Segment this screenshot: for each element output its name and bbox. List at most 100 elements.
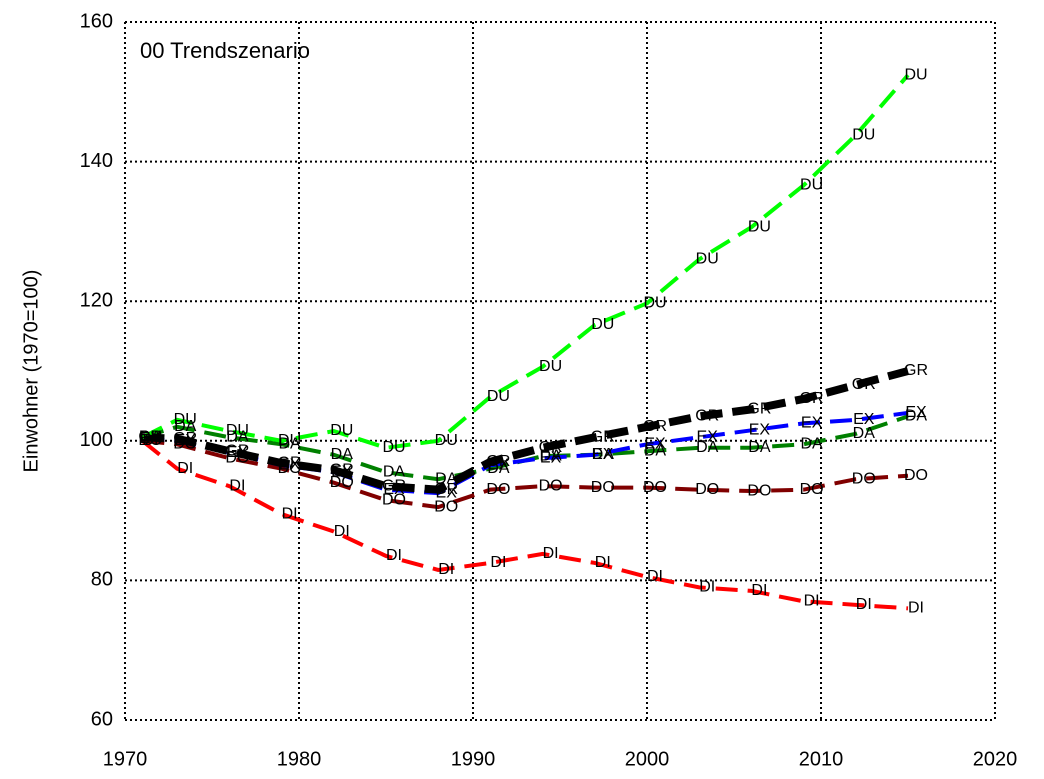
point-label: GR [904, 362, 928, 379]
point-label: DI [751, 582, 767, 599]
point-label: GR [173, 430, 197, 447]
point-label: EX [905, 404, 927, 421]
series-line [141, 439, 909, 611]
x-tick-label: 2000 [625, 748, 670, 770]
point-label: DU [278, 432, 301, 449]
point-label: DA [644, 442, 667, 459]
point-label: GR [852, 376, 876, 393]
series-line [142, 367, 910, 494]
point-label: DU [487, 388, 510, 405]
point-label: EX [436, 484, 458, 501]
point-label: DI [334, 523, 350, 540]
x-tick-label: 1990 [451, 748, 496, 770]
point-label: DO [852, 470, 876, 487]
point-label: DI [490, 554, 506, 571]
point-label: DA [853, 425, 876, 442]
y-axis-label: Einwohner (1970=100) [20, 270, 42, 473]
point-label: GR [138, 429, 162, 446]
point-label: DA [696, 439, 719, 456]
point-label: DI [229, 477, 245, 494]
point-label: DU [748, 218, 771, 235]
point-label: DU [904, 66, 927, 83]
point-label: DI [386, 547, 402, 564]
point-label: DU [139, 429, 162, 446]
point-label: DO [591, 479, 615, 496]
point-label: DA [748, 439, 771, 456]
point-label: DO [486, 481, 510, 498]
point-label: EX [749, 422, 771, 439]
point-label: DU [330, 422, 353, 439]
point-label: EX [853, 411, 875, 428]
series-line [141, 414, 909, 482]
point-label: DU [800, 177, 823, 194]
point-label: GR [486, 453, 510, 470]
x-tick-label: 1980 [277, 748, 322, 770]
point-label: GR [434, 481, 458, 498]
point-label: DO [747, 482, 771, 499]
point-label: DA [592, 446, 615, 463]
point-label: DU [435, 432, 458, 449]
point-label: GR [800, 390, 824, 407]
point-label: DU [852, 126, 875, 143]
point-label: DA [435, 470, 458, 487]
x-tick-label: 2020 [973, 748, 1018, 770]
point-label: DA [905, 408, 928, 425]
point-label: DO [173, 436, 197, 453]
point-label: DA [278, 436, 301, 453]
y-tick-label: 160 [80, 10, 113, 32]
point-label: DO [225, 449, 249, 466]
point-label: DO [695, 481, 719, 498]
series-line [141, 73, 910, 450]
point-label: DO [434, 498, 458, 515]
point-label: DO [278, 460, 302, 477]
point-label: DO [643, 479, 667, 496]
point-label: DU [539, 358, 562, 375]
point-label: DU [174, 411, 197, 428]
point-label: DA [174, 418, 197, 435]
point-label: GR [539, 439, 563, 456]
point-label: GR [695, 408, 719, 425]
point-label: DO [539, 477, 563, 494]
point-label: DI [699, 579, 715, 596]
x-tick-label: 2010 [799, 748, 844, 770]
point-label: GR [330, 461, 354, 478]
point-label: EX [175, 432, 197, 449]
point-label: EX [383, 481, 405, 498]
point-label: DA [383, 463, 406, 480]
point-label: EX [592, 446, 614, 463]
point-label: DO [800, 481, 824, 498]
point-label: DU [226, 422, 249, 439]
point-label: DI [595, 554, 611, 571]
point-label: DA [331, 446, 354, 463]
x-tick-label: 1970 [103, 748, 148, 770]
point-label: GR [591, 429, 615, 446]
y-tick-label: 120 [80, 289, 113, 311]
chart-title: 00 Trendszenario [140, 38, 310, 63]
point-label: EX [331, 463, 353, 480]
point-label: DO [382, 491, 406, 508]
point-label: EX [140, 430, 162, 447]
point-label: EX [279, 456, 301, 473]
point-label: DU [696, 251, 719, 268]
point-label: GR [382, 477, 406, 494]
point-label: DI [177, 460, 193, 477]
point-label: EX [488, 456, 510, 473]
point-label: EX [644, 436, 666, 453]
point-label: DA [226, 429, 249, 446]
point-label: DI [543, 545, 559, 562]
point-label: DO [330, 474, 354, 491]
point-label: DU [382, 439, 405, 456]
point-label: DU [643, 295, 666, 312]
point-label: DI [282, 505, 298, 522]
point-label: GR [225, 442, 249, 459]
point-label: DI [142, 432, 158, 449]
y-tick-label: 140 [80, 150, 113, 172]
point-label: DI [908, 600, 924, 617]
point-label: DI [438, 561, 454, 578]
point-label: DI [647, 568, 663, 585]
point-label: EX [227, 444, 249, 461]
point-label: DA [800, 436, 823, 453]
point-label: DI [804, 593, 820, 610]
point-label: GR [278, 454, 302, 471]
